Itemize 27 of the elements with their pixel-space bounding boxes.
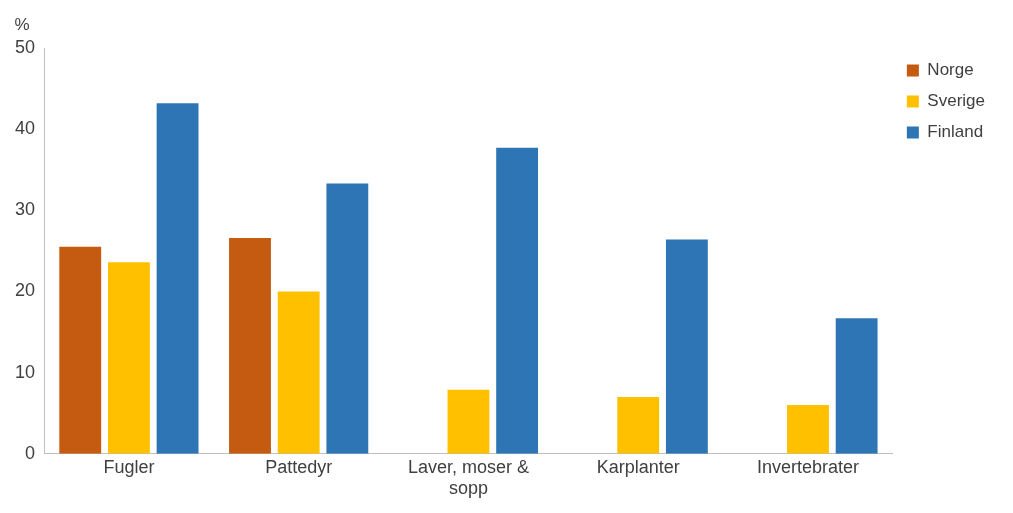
x-tick-label: Laver, moser & sopp: [407, 456, 529, 499]
y-axis-title: %: [14, 15, 30, 35]
bar: [617, 396, 660, 454]
x-tick-label: Fugler: [103, 456, 155, 477]
y-tick-label: 10: [14, 361, 36, 382]
y-tick-label: 30: [14, 199, 36, 220]
bar: [665, 239, 708, 454]
bar: [229, 237, 271, 454]
bar: [107, 262, 150, 454]
legend-label: Finland: [927, 122, 984, 142]
y-tick-label: 50: [14, 36, 36, 57]
bar: [787, 405, 829, 454]
bar: [277, 291, 320, 454]
bar: [59, 246, 102, 454]
bar: [496, 147, 539, 454]
bar: [835, 318, 878, 454]
x-tick-label: Invertebrater: [756, 456, 860, 477]
x-tick-label: Pattedyr: [265, 456, 333, 477]
legend-label: Norge: [927, 60, 974, 80]
bar: [447, 389, 490, 454]
x-tick-label: Karplanter: [596, 456, 680, 477]
bar: [156, 103, 199, 454]
bar: [326, 183, 369, 454]
y-tick-label: 20: [14, 280, 36, 301]
legend-label: Sverige: [927, 91, 985, 111]
y-tick-label: 0: [25, 442, 36, 463]
y-tick-label: 40: [14, 118, 36, 139]
